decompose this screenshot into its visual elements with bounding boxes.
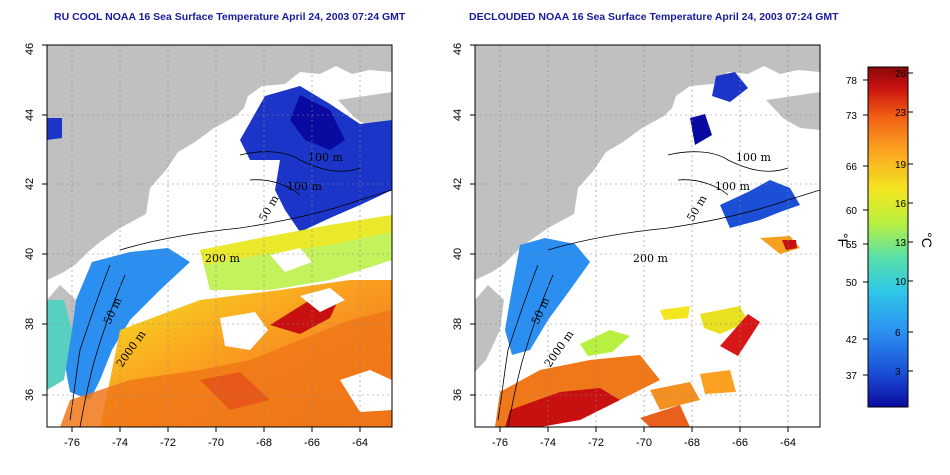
colorbar-f-tick: 50 [846, 278, 858, 289]
colorbar-f-tick: 78 [846, 76, 858, 87]
lat-tick-label: 46 [24, 43, 36, 55]
colorbar-f-tick: 37 [846, 371, 858, 382]
lon-tick-label: -70 [636, 437, 652, 449]
lon-tick-label: -74 [540, 437, 556, 449]
lon-tick-label: -76 [64, 437, 80, 449]
left-sst-map: 100 m 100 m 50 m 200 m 50 m 2000 m [24, 43, 393, 449]
colorbar-c-tick: 6 [895, 328, 901, 339]
lat-tick-label: 42 [24, 178, 36, 190]
contour-label-200m: 200 m [205, 252, 240, 265]
contour-label-100m: 100 m [308, 151, 343, 164]
unit-fahrenheit: °F [835, 233, 851, 247]
land-mass [475, 45, 820, 280]
contour-label-200m: 200 m [633, 252, 668, 265]
lon-tick-label: -72 [160, 437, 176, 449]
lon-tick-label: -76 [492, 437, 508, 449]
lat-tick-label: 36 [452, 389, 464, 401]
lat-tick-label: 44 [452, 109, 464, 121]
lon-tick-label: -70 [208, 437, 224, 449]
lat-tick-label: 40 [24, 248, 36, 260]
colorbar-f-tick: 60 [846, 206, 858, 217]
lat-tick-label: 40 [452, 248, 464, 260]
lon-tick-label: -68 [256, 437, 272, 449]
contour-label-100m: 100 m [736, 151, 771, 164]
colorbar-f-tick: 42 [846, 335, 858, 346]
lat-tick-label: 38 [452, 318, 464, 330]
colorbar-f-tick: 66 [846, 162, 858, 173]
colorbar-c-tick: 19 [895, 160, 907, 171]
colorbar-c-tick: 13 [895, 238, 907, 249]
right-sst-map: 100 m 100 m 50 m 200 m 50 m 2000 m [452, 43, 821, 449]
land-mass [47, 45, 392, 280]
colorbar-c-tick: 10 [895, 277, 907, 288]
lon-tick-label: -74 [112, 437, 128, 449]
lon-tick-label: -66 [732, 437, 748, 449]
colorbar-gradient [867, 66, 909, 408]
contour-label-100m: 100 m [715, 180, 750, 193]
right-map-title: DECLOUDED NOAA 16 Sea Surface Temperatur… [469, 11, 839, 23]
colorbar-f-tick: 73 [846, 111, 858, 122]
left-map-title: RU COOL NOAA 16 Sea Surface Temperature … [54, 11, 406, 23]
colorbar-f-tick: 55 [846, 240, 858, 251]
lat-tick-label: 36 [24, 389, 36, 401]
lon-tick-label: -66 [304, 437, 320, 449]
lon-tick-label: -72 [588, 437, 604, 449]
lon-tick-label: -64 [780, 437, 796, 449]
colorbar-c-tick: 16 [895, 199, 907, 210]
contour-label-100m: 100 m [287, 180, 322, 193]
lat-tick-label: 38 [24, 318, 36, 330]
lat-tick-label: 42 [452, 178, 464, 190]
colorbar-c-tick: 26 [895, 69, 907, 80]
unit-celsius: °C [919, 232, 935, 248]
lat-tick-label: 46 [452, 43, 464, 55]
lat-tick-label: 44 [24, 109, 36, 121]
temperature-colorbar: 78 73 66 60 55 50 42 37 26 23 19 16 13 1… [835, 66, 935, 408]
colorbar-c-tick: 3 [895, 367, 901, 378]
lon-tick-label: -68 [684, 437, 700, 449]
colorbar-c-tick: 23 [895, 108, 907, 119]
lon-tick-label: -64 [352, 437, 368, 449]
